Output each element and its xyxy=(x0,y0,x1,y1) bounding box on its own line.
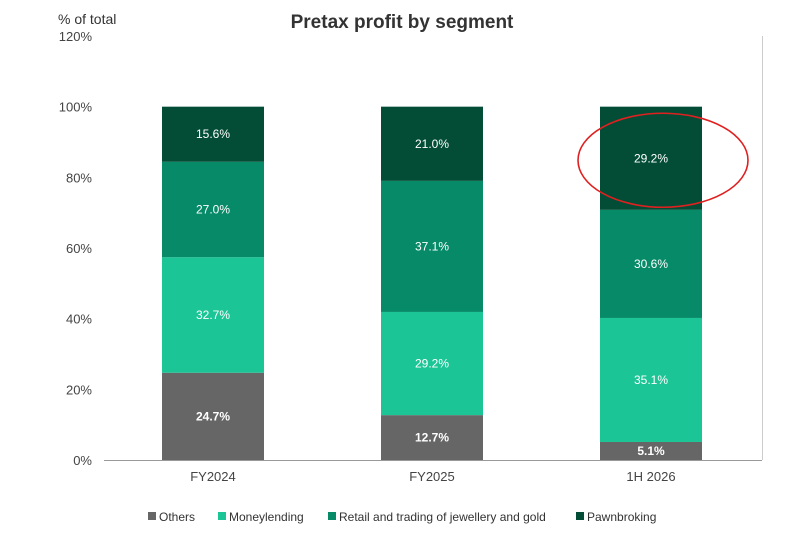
bar-segment xyxy=(381,106,483,181)
annotation-layer xyxy=(577,112,749,209)
y-tick-label: 20% xyxy=(66,382,92,397)
legend-swatch xyxy=(218,512,226,520)
legend-label: Others xyxy=(159,510,195,524)
bars-group: 24.7% 32.7% 27.0% 15.6% 12.7% 29.2% 37.1% 21.0%… xyxy=(162,106,702,460)
legend-label: Retail and trading of jewellery and gold xyxy=(339,510,546,524)
y-tick-label: 60% xyxy=(66,241,92,256)
data-label: 15.6% xyxy=(196,127,230,141)
bar-segment xyxy=(600,441,702,460)
y-tick-label: 40% xyxy=(66,312,92,327)
x-axis-ticks: FY2024 FY2025 1H 2026 xyxy=(190,469,675,484)
y-tick-label: 120% xyxy=(59,29,93,44)
y-tick-label: 100% xyxy=(59,100,93,115)
legend: Others Moneylending Retail and trading of … xyxy=(148,510,656,524)
bar-segment xyxy=(381,180,483,312)
bar-segment xyxy=(162,372,264,460)
legend-swatch xyxy=(148,512,156,520)
data-label: 35.1% xyxy=(634,373,668,387)
y-axis-ticks: 0% 20% 40% 60% 80% 100% 120% xyxy=(59,29,93,468)
highlight-ellipse xyxy=(577,112,749,209)
bar-segment xyxy=(600,317,702,442)
chart-title: Pretax profit by segment xyxy=(291,12,514,33)
bar-segment xyxy=(162,257,264,373)
y-tick-label: 80% xyxy=(66,170,92,185)
y-axis-label: % of total xyxy=(58,11,116,27)
bar-segment xyxy=(162,161,264,258)
data-label: 30.6% xyxy=(634,257,668,271)
bar-segment xyxy=(162,106,264,162)
data-label: 27.0% xyxy=(196,202,230,216)
legend-label: Moneylending xyxy=(229,510,304,524)
x-tick-label: FY2024 xyxy=(190,469,236,484)
bar-segment xyxy=(381,415,483,460)
data-label: 5.1% xyxy=(637,444,665,458)
data-label: 24.7% xyxy=(196,409,230,423)
bar-segment xyxy=(600,106,702,210)
legend-swatch xyxy=(576,512,584,520)
data-label: 29.2% xyxy=(415,357,449,371)
data-label: 21.0% xyxy=(415,137,449,151)
bar-segment xyxy=(381,311,483,416)
legend-swatch xyxy=(328,512,336,520)
x-tick-label: FY2025 xyxy=(409,469,455,484)
data-label: 12.7% xyxy=(415,431,449,445)
y-tick-label: 0% xyxy=(73,453,92,468)
x-tick-label: 1H 2026 xyxy=(626,469,675,484)
data-label: 32.7% xyxy=(196,308,230,322)
bar-segment xyxy=(600,209,702,318)
data-label: 29.2% xyxy=(634,151,668,165)
legend-label: Pawnbroking xyxy=(587,510,656,524)
data-label: 37.1% xyxy=(415,239,449,253)
